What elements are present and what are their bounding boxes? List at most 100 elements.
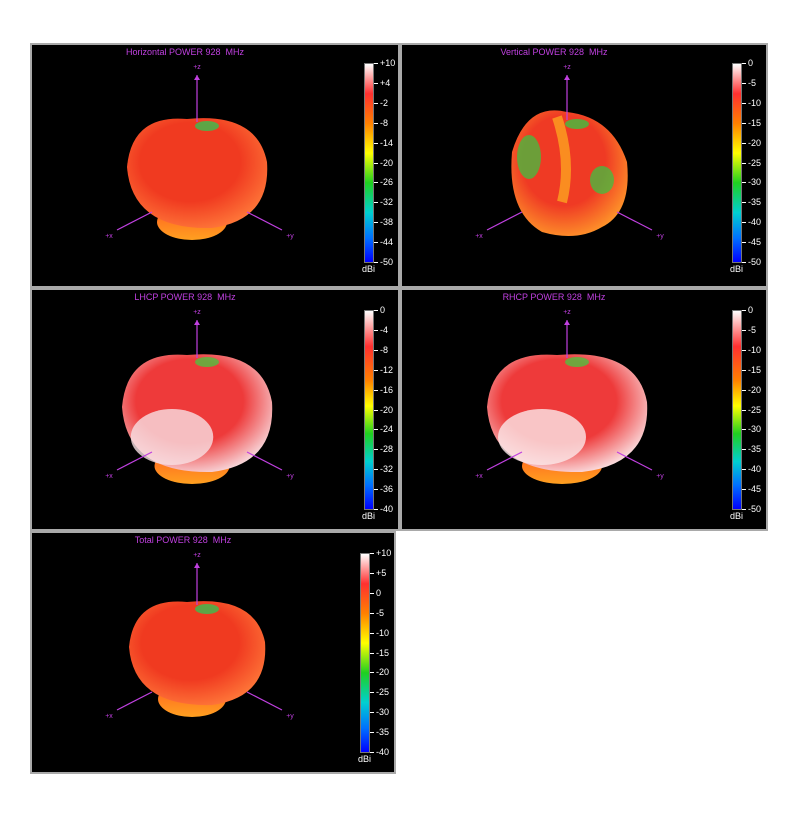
total-colorbar-tick-label: -25: [376, 687, 390, 698]
horizontal-colorbar-tick-label: -14: [380, 137, 394, 148]
vertical-colorbar-tick-label: -45: [748, 237, 762, 248]
rhcp-colorbar-tick-label: -25: [748, 404, 762, 415]
lhcp-title: LHCP POWER 928 MHz: [134, 292, 236, 302]
total-colorbar-tick-mark: [370, 692, 374, 694]
rhcp-colorbar-tick-mark: [742, 389, 746, 391]
lhcp-colorbar-tick-mark: [374, 449, 378, 451]
horizontal-colorbar-tick-mark: [374, 122, 378, 124]
lhcp-colorbar-tick-label: -24: [380, 424, 394, 435]
rhcp-y-label: +y: [656, 473, 664, 480]
lhcp-colorbar-tick-label: -36: [380, 484, 394, 495]
vertical-colorbar-tick-label: -35: [748, 197, 762, 208]
lhcp-z-label: +z: [193, 309, 201, 316]
vertical-colorbar-tick-mark: [742, 162, 746, 164]
horizontal-colorbar-tick-label: -2: [380, 97, 389, 108]
vertical-colorbar-tick-mark: [742, 262, 746, 263]
horizontal-pattern-scene: +z +x +y: [105, 64, 294, 240]
total-colorbar-tick-mark: [370, 752, 374, 753]
vertical-green-region-right: [590, 166, 614, 194]
horizontal-colorbar-tick-mark: [374, 102, 378, 104]
vertical-z-arrow: [564, 75, 570, 80]
horizontal-colorbar-tick-label: -50: [380, 257, 394, 267]
horizontal-colorbar-tick-label: -20: [380, 157, 394, 168]
total-colorbar-unit: dBi: [358, 754, 372, 764]
rhcp-x-label: +x: [475, 473, 483, 480]
total-colorbar-tick-mark: [370, 652, 374, 654]
lhcp-colorbar-tick-label: -28: [380, 444, 394, 455]
horizontal-z-arrow: [194, 75, 200, 80]
lhcp-y-label: +y: [286, 473, 294, 480]
vertical-pattern-scene: +z +x +y: [475, 64, 664, 240]
vertical-panel: Vertical POWER 928 MHz +z +x +y 0 -5 -10 -15 -20…: [400, 43, 768, 288]
horizontal-colorbar-tick-label: +10: [380, 58, 396, 68]
total-colorbar-tick-mark: [370, 612, 374, 614]
vertical-colorbar-tick-label: -5: [748, 77, 757, 88]
vertical-colorbar-tick-mark: [742, 242, 746, 244]
lhcp-top-dimple: [195, 357, 219, 367]
lhcp-x-label: +x: [105, 473, 113, 480]
total-colorbar: [360, 553, 370, 753]
rhcp-colorbar-tick-label: -40: [748, 464, 762, 475]
total-colorbar-tick-mark: [370, 553, 374, 554]
rhcp-colorbar-tick-label: -45: [748, 484, 762, 495]
total-z-label: +z: [193, 552, 201, 559]
total-z-arrow: [194, 563, 200, 568]
vertical-y-label: +y: [656, 233, 664, 240]
rhcp-colorbar: [732, 310, 742, 510]
vertical-x-label: +x: [475, 233, 483, 240]
lhcp-colorbar-tick-mark: [374, 329, 378, 331]
total-colorbar-tick-label: 0: [376, 587, 382, 598]
rhcp-colorbar-tick-label: 0: [748, 305, 754, 315]
lhcp-colorbar-tick-mark: [374, 489, 378, 491]
vertical-colorbar-tick-mark: [742, 102, 746, 104]
rhcp-x-axis: [486, 451, 523, 471]
vertical-title: Vertical POWER 928 MHz: [500, 47, 608, 57]
lhcp-colorbar: [364, 310, 374, 510]
total-colorbar-tick-label: -30: [376, 707, 390, 718]
total-colorbar-tick-label: -40: [376, 747, 390, 757]
horizontal-colorbar-tick-mark: [374, 262, 378, 263]
rhcp-colorbar-unit: dBi: [730, 511, 744, 521]
rhcp-colorbar-tick-mark: [742, 409, 746, 411]
lhcp-colorbar-tick-mark: [374, 509, 378, 510]
vertical-colorbar-tick-label: -30: [748, 177, 762, 188]
lhcp-x-axis: [116, 451, 153, 471]
total-colorbar-tick-mark: [370, 632, 374, 634]
horizontal-colorbar-tick-mark: [374, 142, 378, 144]
lhcp-pattern-scene: +z +x +y: [105, 309, 294, 484]
rhcp-colorbar-tick-mark: [742, 429, 746, 431]
vertical-colorbar-unit: dBi: [730, 264, 744, 274]
horizontal-colorbar-tick-mark: [374, 222, 378, 224]
rhcp-colorbar-tick-label: -15: [748, 364, 762, 375]
rhcp-colorbar-tick-mark: [742, 469, 746, 471]
vertical-yellow-ridge: [552, 115, 571, 204]
rhcp-colorbar-tick-label: -10: [748, 344, 762, 355]
lhcp-colorbar-tick-mark: [374, 389, 378, 391]
vertical-colorbar-tick-mark: [742, 82, 746, 84]
total-colorbar-tick-label: -5: [376, 607, 385, 618]
horizontal-panel: Horizontal POWER 928 MHz +z +x +y +10 +4 -2 -8 -…: [30, 43, 400, 288]
rhcp-colorbar-tick-mark: [742, 349, 746, 351]
total-colorbar-tick-label: +10: [376, 548, 392, 558]
vertical-colorbar-tick-label: -25: [748, 157, 762, 168]
lhcp-colorbar-tick-label: -16: [380, 384, 394, 395]
lhcp-colorbar-tick-label: -32: [380, 464, 394, 475]
horizontal-y-label: +y: [286, 233, 294, 240]
vertical-colorbar-tick-label: 0: [748, 58, 754, 68]
vertical-colorbar-tick-label: -50: [748, 257, 762, 267]
lhcp-panel: LHCP POWER 928 MHz +z +x +y 0 -4 -8 -12 -16 -20 -2…: [30, 288, 400, 531]
lhcp-colorbar-tick-label: -40: [380, 504, 394, 514]
vertical-z-label: +z: [563, 64, 571, 71]
vertical-colorbar-tick-mark: [742, 142, 746, 144]
lhcp-colorbar-tick-label: -12: [380, 364, 394, 375]
rhcp-colorbar-tick-label: -5: [748, 324, 757, 335]
vertical-colorbar-tick-label: -20: [748, 137, 762, 148]
rhcp-colorbar-tick-mark: [742, 449, 746, 451]
lhcp-colorbar-tick-label: -8: [380, 344, 389, 355]
lhcp-colorbar-unit: dBi: [362, 511, 376, 521]
rhcp-top-dimple: [565, 357, 589, 367]
vertical-colorbar: [732, 63, 742, 263]
total-colorbar-tick-mark: [370, 672, 374, 674]
vertical-colorbar-tick-mark: [742, 122, 746, 124]
vertical-colorbar-tick-mark: [742, 222, 746, 224]
